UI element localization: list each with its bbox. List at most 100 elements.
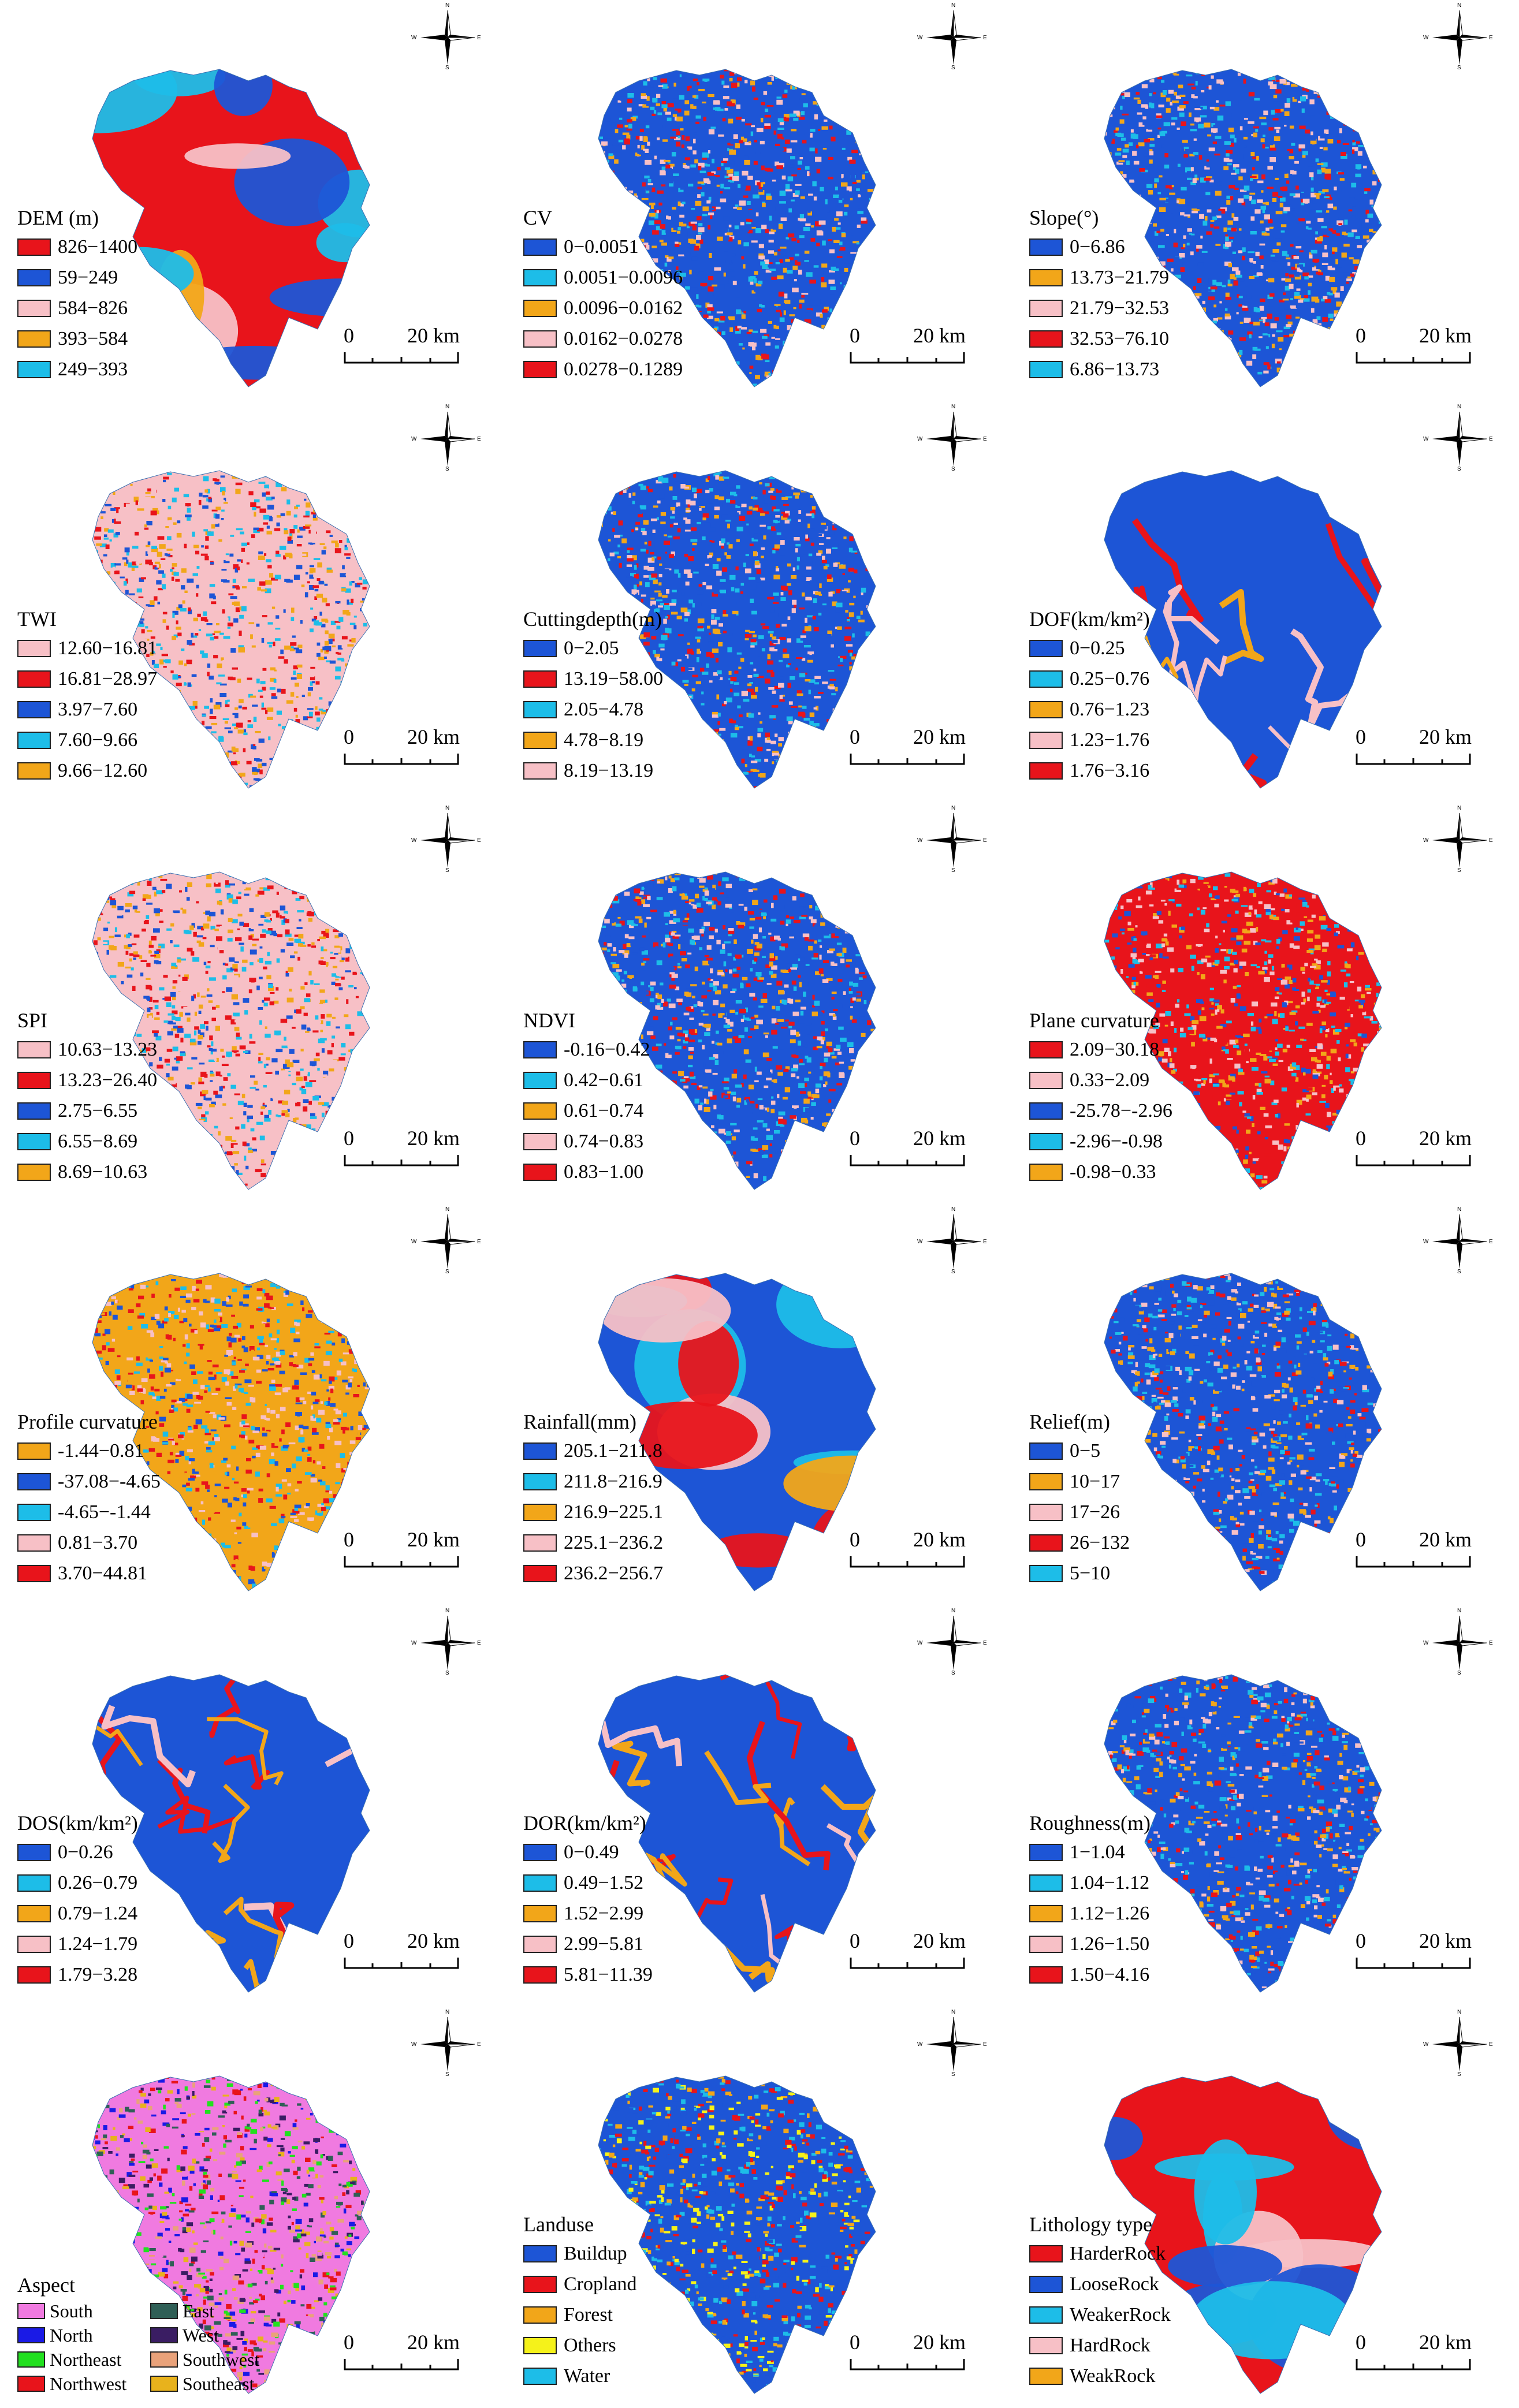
- legend-label: 1.76−3.16: [1070, 759, 1150, 781]
- legend-label: Buildup: [564, 2242, 627, 2264]
- map-panel-dos: N S W E DOS(km/km²) 0−0.26 0.26−0.79 0.79−1.24 1…: [0, 1605, 506, 2007]
- compass-w-label: W: [917, 35, 923, 41]
- scale-bar: 0 20 km: [344, 1527, 494, 1579]
- legend: NDVI -0.16−0.42 0.42−0.61 0.61−0.74 0.74−0.8…: [523, 1008, 766, 1187]
- scale-bar: 0 20 km: [344, 725, 494, 777]
- legend-label: 0.83−1.00: [564, 1161, 644, 1183]
- legend: Lithology type HarderRock LooseRock WeakerR…: [1029, 2212, 1272, 2391]
- legend-label: East: [183, 2300, 215, 2321]
- scale-zero-label: 0: [1356, 1127, 1366, 1150]
- legend-item: 393−584: [17, 323, 260, 354]
- legend-item: 0.83−1.00: [523, 1157, 766, 1187]
- region-map: [92, 69, 370, 387]
- legend-label: 10−17: [1070, 1470, 1120, 1492]
- scale-distance-label: 20 km: [913, 1528, 966, 1551]
- legend-swatch: [17, 670, 51, 688]
- legend-label: -0.98−0.33: [1070, 1161, 1156, 1183]
- compass-star-icon: [926, 411, 981, 466]
- legend-label: -0.16−0.42: [564, 1038, 650, 1060]
- legend-item: 0.33−2.09: [1029, 1065, 1272, 1095]
- legend-swatch: [523, 1163, 557, 1181]
- compass-w-label: W: [917, 2041, 923, 2048]
- legend-swatch: [523, 1966, 557, 1984]
- legend-swatch: [17, 2376, 45, 2392]
- legend-swatch: [1029, 1843, 1063, 1861]
- legend-label: 0.25−0.76: [1070, 668, 1150, 689]
- legend-item: 0−2.05: [523, 633, 766, 663]
- scale-distance-label: 20 km: [913, 2331, 966, 2354]
- legend-swatch: [1029, 731, 1063, 749]
- legend-item: 8.19−13.19: [523, 755, 766, 786]
- legend-swatch: [1029, 360, 1063, 378]
- region-map: [598, 1674, 876, 1993]
- legend-item: 1.24−1.79: [17, 1929, 260, 1959]
- compass-n-label: N: [445, 1608, 450, 1614]
- legend-item: 2.05−4.78: [523, 694, 766, 725]
- legend-label: 16.81−28.97: [58, 668, 158, 689]
- north-arrow: N S W E: [917, 1206, 987, 1275]
- legend-label: HardRock: [1070, 2334, 1151, 2356]
- legend-item: North: [17, 2323, 150, 2347]
- compass-star-icon: [420, 1214, 475, 1269]
- compass-n-label: N: [1457, 404, 1462, 410]
- scale-bar-line: [344, 1155, 459, 1166]
- legend-item: -25.78−-2.96: [1029, 1095, 1272, 1126]
- legend-item: 5.81−11.39: [523, 1959, 766, 1990]
- compass-e-label: E: [1489, 1239, 1493, 1245]
- compass-w-label: W: [1423, 2041, 1429, 2048]
- compass-star-icon: [1432, 10, 1487, 65]
- compass-s-label: S: [1457, 867, 1461, 874]
- compass-star-icon: [926, 10, 981, 65]
- legend-swatch: [17, 639, 51, 657]
- legend: Roughness(m) 1−1.04 1.04−1.12 1.12−1.26 1.26…: [1029, 1810, 1272, 1990]
- legend-item: 236.2−256.7: [523, 1558, 766, 1589]
- legend: Plane curvature 2.09−30.18 0.33−2.09 -25.78…: [1029, 1008, 1272, 1187]
- compass-w-label: W: [1423, 1239, 1429, 1245]
- compass-n-label: N: [445, 2009, 450, 2015]
- legend-label: 0.79−1.24: [58, 1902, 138, 1924]
- scale-bar: 0 20 km: [1356, 2330, 1506, 2382]
- legend-label: 0.0162−0.0278: [564, 327, 683, 349]
- region-map: [1104, 69, 1382, 387]
- legend-item: 13.73−21.79: [1029, 262, 1272, 293]
- compass-star-icon: [1432, 411, 1487, 466]
- legend-item: 1.50−4.16: [1029, 1959, 1272, 1990]
- compass-star-icon: [420, 812, 475, 867]
- scale-bar: 0 20 km: [344, 1929, 494, 1981]
- legend-label: West: [183, 2324, 219, 2346]
- legend-label: Southeast: [183, 2373, 255, 2394]
- legend-title: Rainfall(mm): [523, 1410, 636, 1433]
- north-arrow: N S W E: [411, 1206, 481, 1275]
- scale-zero-label: 0: [344, 1929, 354, 1952]
- scale-zero-label: 0: [850, 2331, 860, 2354]
- legend-label: 1.79−3.28: [58, 1963, 138, 1985]
- legend-swatch: [1029, 639, 1063, 657]
- region-map: [598, 871, 876, 1190]
- north-arrow: N S W E: [1423, 2009, 1493, 2078]
- legend-label: 0.61−0.74: [564, 1099, 644, 1121]
- legend-title: SPI: [17, 1009, 48, 1032]
- region-map: [92, 470, 370, 789]
- compass-e-label: E: [1489, 1640, 1493, 1646]
- legend-item: 584−826: [17, 293, 260, 323]
- legend-item: Forest: [523, 2299, 766, 2330]
- compass-n-label: N: [951, 2, 956, 9]
- legend-item: 1.26−1.50: [1029, 1929, 1272, 1959]
- legend-item: -0.98−0.33: [1029, 1157, 1272, 1187]
- legend-swatch: [17, 2327, 45, 2343]
- legend-swatch: [1029, 2306, 1063, 2324]
- region-map: [598, 2075, 876, 2394]
- map-panel-ndvi: N S W E NDVI -0.16−0.42 0.42−0.61 0.61−0.74 0.74…: [506, 803, 1012, 1204]
- legend-item: 225.1−236.2: [523, 1527, 766, 1558]
- legend-swatch: [523, 700, 557, 718]
- scale-bar: 0 20 km: [344, 1126, 494, 1178]
- compass-e-label: E: [983, 837, 987, 844]
- legend-swatch: [1029, 269, 1063, 286]
- compass-s-label: S: [445, 1670, 449, 1676]
- compass-w-label: W: [411, 35, 417, 41]
- legend-swatch: [523, 1503, 557, 1521]
- compass-e-label: E: [983, 436, 987, 442]
- legend-label: 3.70−44.81: [58, 1562, 148, 1584]
- legend-swatch: [523, 1564, 557, 1582]
